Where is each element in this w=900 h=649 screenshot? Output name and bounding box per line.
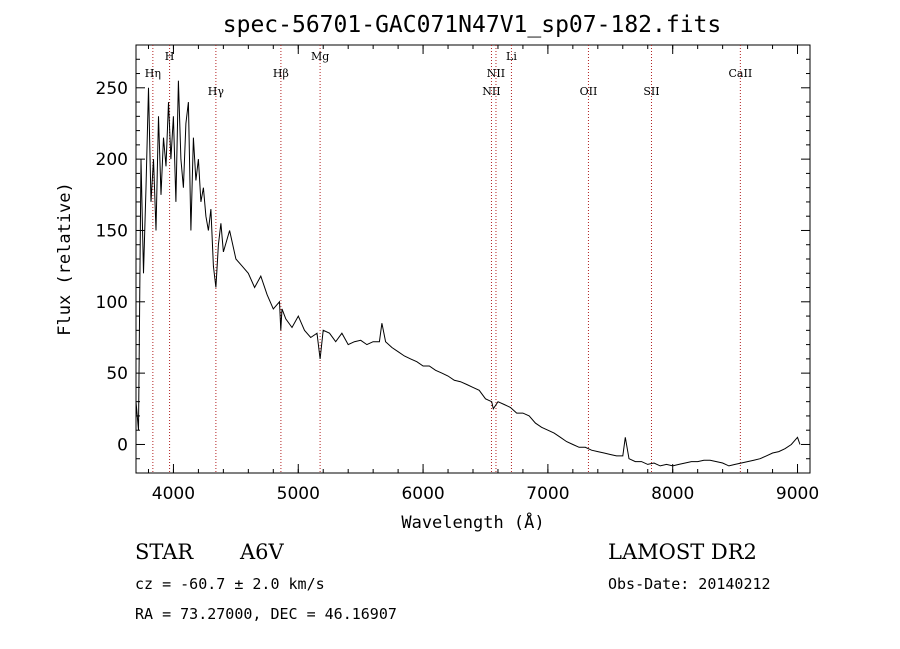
chart-title: spec-56701-GAC071N47V1_sp07-182.fits bbox=[223, 12, 722, 38]
x-axis-label: Wavelength (Å) bbox=[401, 511, 544, 533]
spectral-type: A6V bbox=[239, 540, 285, 564]
spectral-line-label: Hβ bbox=[273, 67, 289, 80]
spectral-line-label: SII bbox=[643, 85, 659, 98]
spectral-line-label: NII bbox=[482, 85, 500, 98]
coordinates-readout: RA = 73.27000, DEC = 46.16907 bbox=[135, 605, 397, 623]
x-tick-label: 7000 bbox=[526, 484, 569, 504]
y-tick-label: 0 bbox=[117, 435, 128, 455]
spectral-line-label: OII bbox=[580, 85, 598, 98]
plot-frame bbox=[135, 44, 811, 474]
x-tick-label: 8000 bbox=[651, 484, 694, 504]
y-tick-label: 50 bbox=[106, 364, 128, 384]
y-axis: 0 50 100 150 200 250 bbox=[96, 58, 810, 460]
y-axis-label: Flux (relative) bbox=[55, 182, 75, 336]
spectral-line-label: Hη bbox=[145, 67, 161, 80]
x-tick-label: 9000 bbox=[776, 484, 819, 504]
survey-name: LAMOST DR2 bbox=[608, 540, 757, 564]
velocity-readout: cz = -60.7 ± 2.0 km/s bbox=[135, 575, 325, 593]
y-tick-label: 250 bbox=[96, 79, 128, 99]
obs-date: Obs-Date: 20140212 bbox=[608, 575, 771, 593]
y-tick-label: 100 bbox=[96, 293, 128, 313]
spectrum-series-line bbox=[135, 80, 801, 467]
spectral-line-label: CaII bbox=[729, 67, 753, 80]
spectral-line-label: H bbox=[165, 50, 175, 63]
x-tick-label: 4000 bbox=[152, 484, 195, 504]
spectral-line-markers bbox=[152, 45, 741, 473]
object-class: STAR bbox=[135, 540, 194, 564]
y-tick-label: 200 bbox=[96, 150, 128, 170]
spectral-line-label: NII bbox=[487, 67, 505, 80]
spectral-line-label: Li bbox=[506, 50, 517, 63]
y-tick-label: 150 bbox=[96, 221, 128, 241]
x-axis: 4000 5000 6000 7000 8000 9000 bbox=[147, 45, 819, 504]
spectral-line-label: Mg bbox=[311, 50, 329, 63]
spectral-line-label: Hγ bbox=[208, 85, 225, 98]
x-tick-label: 6000 bbox=[401, 484, 444, 504]
x-tick-label: 5000 bbox=[277, 484, 320, 504]
